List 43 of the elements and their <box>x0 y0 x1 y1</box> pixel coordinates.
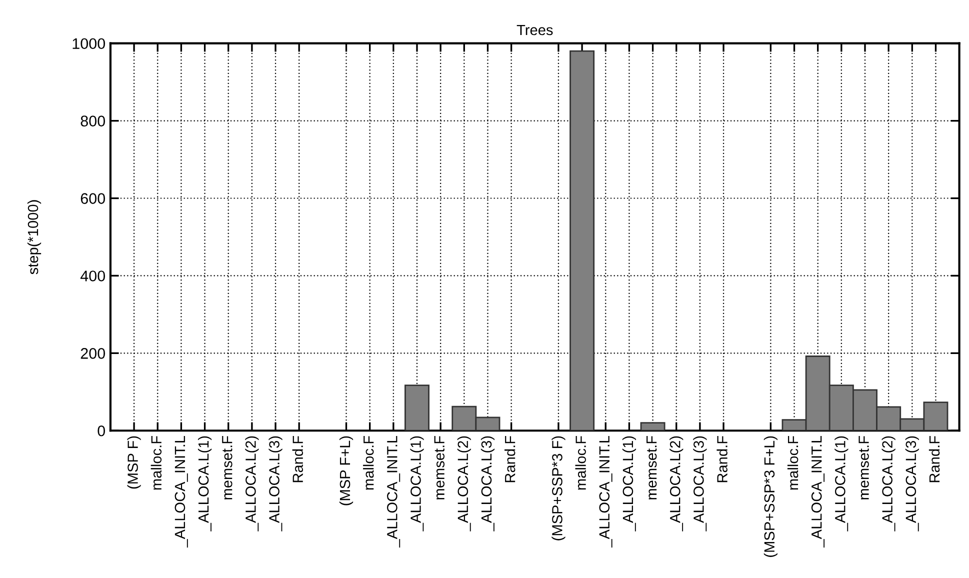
x-tick-label: memset.F <box>434 436 444 500</box>
x-tick-label: malloc.F <box>150 436 162 490</box>
x-tick-label: _ALLOCA.L(1) <box>622 436 636 532</box>
x-tick-label: (MSP F+L) <box>339 436 354 506</box>
x-tick-label: _ALLOCA_INIT.L <box>599 436 612 548</box>
y-tick-label: 600 <box>80 193 106 204</box>
x-tick-label: _ALLOCA.L(1) <box>834 436 848 532</box>
x-tick-label: _ALLOCA.L(3) <box>268 436 282 532</box>
x-tick-label: _ALLOCA_INIT.L <box>174 436 188 548</box>
x-tick-label: _ALLOCA.L(2) <box>245 436 259 532</box>
x-tick-label: Rand.F <box>292 436 304 482</box>
bar <box>570 50 595 431</box>
x-tick-label: _ALLOCA.L(2) <box>457 436 471 532</box>
x-tick-label: _ALLOCA_INIT.L <box>387 436 400 548</box>
x-tick-label: _ALLOCA.L(3) <box>905 436 919 532</box>
x-tick-label: (MSP+SSP*3 F) <box>552 436 566 540</box>
x-tick-label: memset.F <box>646 436 657 500</box>
y-tick-label: 1000 <box>72 38 106 50</box>
x-tick-label: malloc.F <box>575 436 586 490</box>
y-tick-label: 800 <box>80 116 106 126</box>
x-tick-label: (MSP+SSP*3 F+L) <box>764 436 778 557</box>
x-tick-label: Rand.F <box>716 436 728 482</box>
x-tick-label: memset.F <box>858 436 869 500</box>
x-tick-label: _ALLOCA.L(3) <box>693 436 707 532</box>
y-tick-label: 0 <box>98 425 106 436</box>
x-tick-label: _ALLOCA.L(2) <box>670 436 684 532</box>
x-tick-label: _ALLOCA.L(3) <box>480 436 495 532</box>
y-axis-title: step(*1000) <box>27 200 42 274</box>
chart-title: Trees <box>516 24 553 36</box>
bar <box>404 384 430 431</box>
x-tick-label: malloc.F <box>363 436 374 490</box>
y-tick-label: 400 <box>80 270 106 282</box>
x-tick-label: malloc.F <box>787 436 798 490</box>
x-tick-label: _ALLOCA.L(2) <box>882 436 896 532</box>
x-tick-label: Rand.F <box>928 436 940 482</box>
bar <box>640 422 666 431</box>
x-tick-label: (MSP F) <box>127 436 141 489</box>
x-tick-label: memset.F <box>222 436 232 500</box>
x-tick-label: Rand.F <box>504 436 516 482</box>
x-tick-label: _ALLOCA.L(1) <box>410 436 424 532</box>
x-tick-label: _ALLOCA_INIT.L <box>811 436 825 548</box>
y-tick-label: 200 <box>80 348 106 359</box>
x-tick-label: _ALLOCA.L(1) <box>198 436 212 532</box>
